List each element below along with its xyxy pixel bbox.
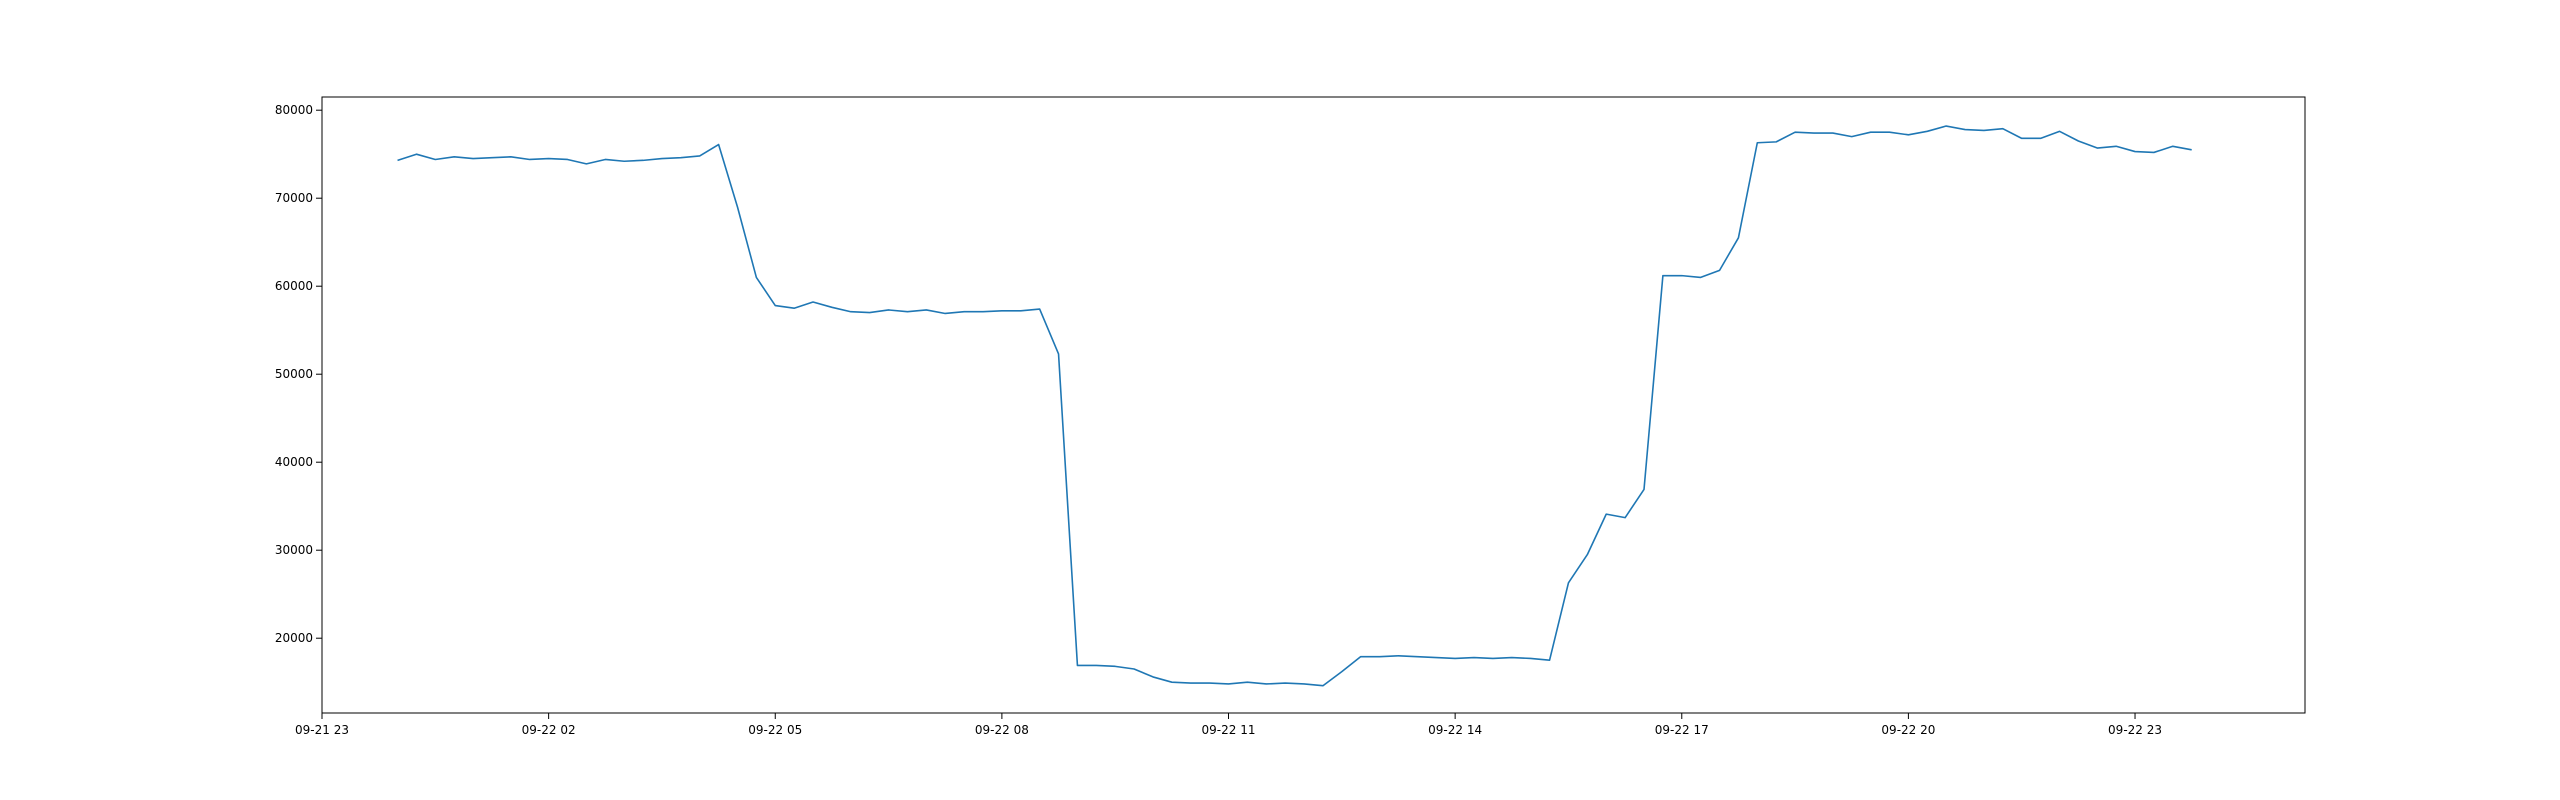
y-tick-label: 40000 [275,455,313,469]
y-tick-label: 30000 [275,543,313,557]
x-tick-label: 09-21 23 [295,723,349,737]
x-tick-label: 09-22 14 [1428,723,1482,737]
x-tick-label: 09-22 23 [2108,723,2162,737]
x-axis: 09-21 23 09-22 02 09-22 05 09-22 08 09-22 11… [295,713,2162,737]
y-tick-label: 80000 [275,103,313,117]
x-tick-label: 09-22 20 [1881,723,1935,737]
y-tick-label: 70000 [275,191,313,205]
series-line [397,125,2192,687]
y-tick-label: 60000 [275,279,313,293]
x-tick-label: 09-22 05 [748,723,802,737]
y-tick-label: 50000 [275,367,313,381]
x-tick-label: 09-22 08 [975,723,1029,737]
x-tick-label: 09-22 11 [1202,723,1256,737]
y-axis: 20000 30000 40000 50000 60000 70000 80000 [275,103,322,645]
x-tick-label: 09-22 17 [1655,723,1709,737]
y-tick-label: 20000 [275,631,313,645]
x-tick-label: 09-22 02 [522,723,576,737]
plot-frame [321,96,2306,714]
